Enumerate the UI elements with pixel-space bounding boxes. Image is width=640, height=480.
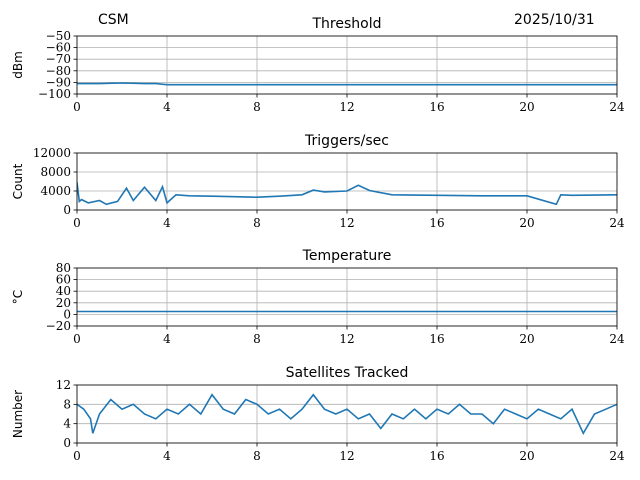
y-axis-label: °C — [11, 290, 25, 304]
header-date-label: 2025/10/31 — [514, 12, 595, 28]
y-axis-label: Count — [11, 163, 25, 199]
y-axis-label: Number — [11, 390, 25, 438]
x-tick-label: 8 — [253, 332, 261, 346]
y-tick-label: 12000 — [33, 146, 71, 160]
x-tick-label: 4 — [163, 100, 171, 114]
chart-panel-1: 0 4 8 12 16 20 24 −100−90−80−70−60−50 Threshold d… — [11, 16, 625, 114]
chart-panel-4: 0 4 8 12 16 20 24 0 4 8 12 Satellites Tracked Number — [11, 365, 625, 463]
x-tick-label: 0 — [73, 216, 81, 230]
x-tick-label: 8 — [253, 216, 261, 230]
x-tick-label: 4 — [163, 216, 171, 230]
y-tick-label: 0 — [63, 203, 71, 217]
y-tick-label: 0 — [63, 307, 71, 321]
x-tick-label: 0 — [73, 449, 81, 463]
x-tick-label: 24 — [609, 449, 625, 463]
x-tick-label: 4 — [163, 332, 171, 346]
x-tick-label: 16 — [429, 100, 444, 114]
x-tick-label: 24 — [609, 100, 625, 114]
y-tick-label: 60 — [56, 273, 71, 287]
series-line-1 — [77, 393, 617, 436]
y-tick-label: 12 — [56, 378, 71, 392]
y-tick-label: 0 — [63, 436, 71, 450]
x-tick-label: 20 — [519, 100, 534, 114]
chart-title: Triggers/sec — [304, 133, 389, 149]
x-tick-label: 12 — [339, 332, 354, 346]
x-tick-label: 0 — [73, 100, 81, 114]
y-tick-label: 8 — [63, 397, 71, 411]
y-tick-label: 8000 — [40, 165, 71, 179]
series-line-1 — [77, 182, 617, 206]
x-tick-label: 8 — [253, 449, 261, 463]
x-tick-label: 16 — [429, 216, 444, 230]
x-tick-label: 16 — [429, 332, 444, 346]
x-tick-label: 24 — [609, 332, 625, 346]
y-tick-label: −60 — [46, 41, 71, 55]
y-tick-label: 80 — [56, 261, 71, 275]
x-tick-label: 20 — [519, 332, 534, 346]
y-tick-label: −100 — [38, 87, 71, 101]
series-line-1 — [77, 82, 617, 86]
chart-title: Threshold — [312, 16, 382, 32]
x-tick-label: 12 — [339, 449, 354, 463]
y-tick-label: 4 — [63, 417, 71, 431]
y-tick-label: −20 — [46, 319, 71, 333]
y-tick-label: 40 — [56, 284, 71, 298]
header-left-label: CSM — [98, 12, 129, 28]
x-tick-label: 12 — [339, 216, 354, 230]
y-tick-label: −50 — [46, 29, 71, 43]
x-tick-label: 4 — [163, 449, 171, 463]
y-tick-label: 4000 — [40, 184, 71, 198]
x-tick-label: 8 — [253, 100, 261, 114]
x-tick-label: 0 — [73, 332, 81, 346]
x-tick-label: 20 — [519, 216, 534, 230]
y-axis-label: dBm — [11, 51, 25, 79]
y-tick-label: 20 — [56, 296, 71, 310]
x-tick-label: 12 — [339, 100, 354, 114]
y-tick-label: −90 — [46, 75, 71, 89]
x-tick-label: 16 — [429, 449, 444, 463]
x-tick-label: 20 — [519, 449, 534, 463]
chart-title: Satellites Tracked — [286, 365, 409, 381]
y-tick-label: −80 — [46, 64, 71, 78]
chart-title: Temperature — [302, 248, 392, 264]
x-tick-label: 24 — [609, 216, 625, 230]
chart-panel-2: 0 4 8 12 16 20 24 0 4000 8000 12000 Triggers/sec Cou… — [11, 133, 625, 230]
y-tick-label: −70 — [46, 52, 71, 66]
